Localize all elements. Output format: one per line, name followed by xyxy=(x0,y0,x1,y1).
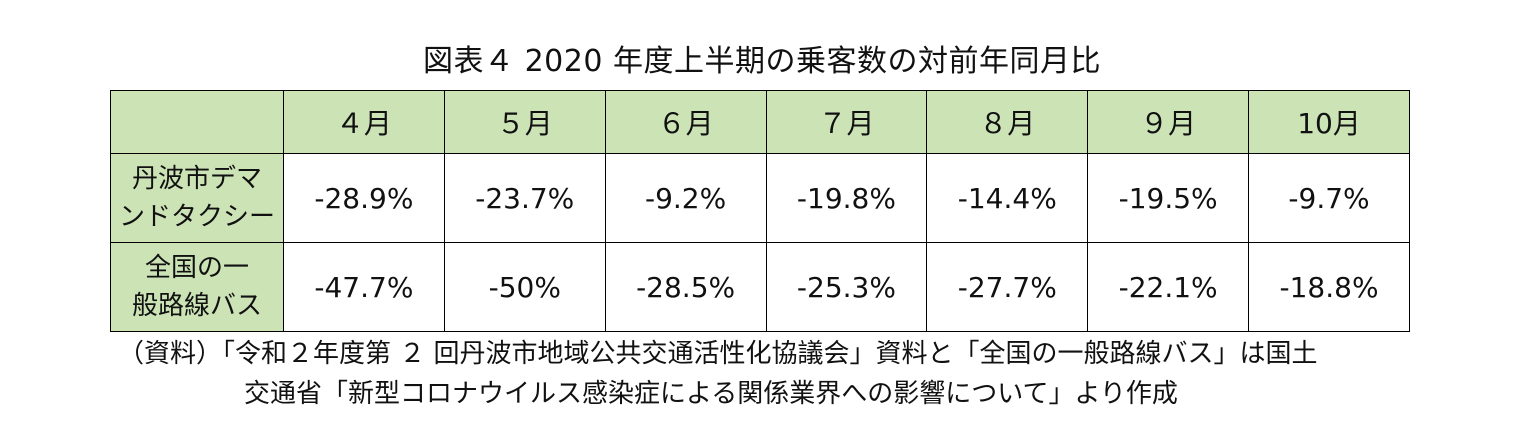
table-cell: -14.4% xyxy=(926,153,1089,243)
header-cell-october: 10月 xyxy=(1248,90,1410,154)
table-cell: -22.1% xyxy=(1087,242,1250,332)
header-cell-august: ８月 xyxy=(926,90,1089,154)
table-cell: -9.2% xyxy=(604,153,767,243)
table-cell: -19.8% xyxy=(765,153,928,243)
table-row: 丹波市デマ ンドタクシー -28.9% -23.7% -9.2% -19.8% … xyxy=(110,153,1410,243)
table-row: 全国の一 般路線バス -47.7% -50% -28.5% -25.3% -27… xyxy=(110,242,1410,332)
header-cell-september: ９月 xyxy=(1087,90,1250,154)
ridership-table: ４月 ５月 ６月 ７月 ８月 ９月 10月 丹波市デマ ンドタクシー -28.9… xyxy=(110,90,1410,332)
header-cell-corner xyxy=(110,90,284,154)
source-note-line-1: （資料）「令和２年度第 ２ 回丹波市地域公共交通活性化協議会」資料と「全国の一般… xyxy=(118,339,1318,369)
row-label-national-route-bus: 全国の一 般路線バス xyxy=(110,242,284,332)
table-cell: -28.5% xyxy=(604,242,767,332)
row-label-line: 全国の一 xyxy=(144,253,249,283)
table-cell: -28.9% xyxy=(283,153,445,243)
header-cell-july: ７月 xyxy=(765,90,928,154)
table-cell: -25.3% xyxy=(765,242,928,332)
table-cell: -9.7% xyxy=(1248,153,1410,243)
header-cell-april: ４月 xyxy=(283,90,445,154)
table-cell: -47.7% xyxy=(283,242,445,332)
table-cell: -18.8% xyxy=(1248,242,1410,332)
source-note: （資料）「令和２年度第 ２ 回丹波市地域公共交通活性化協議会」資料と「全国の一般… xyxy=(118,334,1418,414)
table-cell: -27.7% xyxy=(926,242,1089,332)
table-cell: -23.7% xyxy=(443,153,606,243)
row-label-tamba-demand-taxi: 丹波市デマ ンドタクシー xyxy=(110,153,284,243)
row-label-line: 丹波市デマ xyxy=(131,164,262,194)
figure-title: 図表４ 2020 年度上半期の乗客数の対前年同月比 xyxy=(423,44,1101,79)
table-cell: -19.5% xyxy=(1087,153,1250,243)
table-header-row: ４月 ５月 ６月 ７月 ８月 ９月 10月 xyxy=(110,90,1410,154)
table-cell: -50% xyxy=(443,242,606,332)
row-label-line: ンドタクシー xyxy=(118,202,275,232)
row-label-line: 般路線バス xyxy=(131,291,262,321)
header-cell-june: ６月 xyxy=(604,90,767,154)
source-note-line-2: 交通省「新型コロナウイルス感染症による関係業界への影響について」より作成 xyxy=(244,379,1178,409)
header-cell-may: ５月 xyxy=(443,90,606,154)
